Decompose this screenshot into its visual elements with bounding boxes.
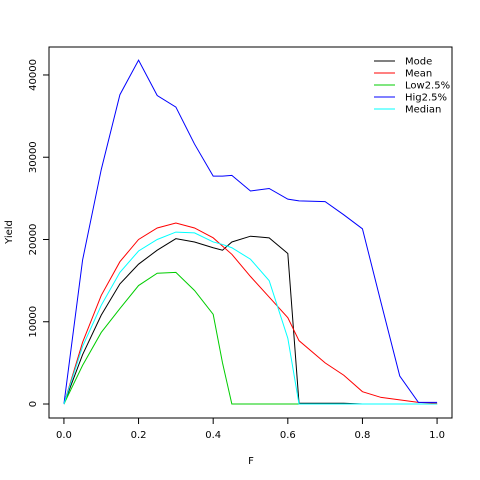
legend-label-4: Median <box>405 105 441 116</box>
x-axis: 0.0 0.2 0.4 0.6 0.8 1.0 <box>56 418 445 441</box>
y-axis-label: Yield <box>4 220 15 245</box>
plot-frame <box>48 46 453 419</box>
x-tick-label: 0.2 <box>131 430 147 441</box>
series-line-3 <box>63 59 438 405</box>
legend-label-1: Mean <box>405 69 432 80</box>
series-line-4 <box>63 231 438 405</box>
y-tick-label: 20000 <box>28 224 39 256</box>
x-tick-label: 0.4 <box>205 430 221 441</box>
y-tick-label: 10000 <box>28 306 39 338</box>
series-line-1 <box>63 222 438 405</box>
x-tick-label: 0.0 <box>56 430 72 441</box>
y-tick-label: 30000 <box>28 141 39 173</box>
y-axis: 0 10000 20000 30000 40000 <box>28 59 49 407</box>
y-tick-label: 40000 <box>28 59 39 91</box>
x-tick-label: 0.8 <box>354 430 370 441</box>
x-tick-label: 1.0 <box>429 430 445 441</box>
series-layer <box>63 59 438 405</box>
legend-label-2: Low2.5% <box>405 81 450 92</box>
x-tick-label: 0.6 <box>280 430 296 441</box>
x-axis-label: F <box>248 456 254 467</box>
y-tick-label: 0 <box>28 401 39 407</box>
legend-label-3: Hig2.5% <box>405 93 447 104</box>
legend-label-0: Mode <box>405 57 432 68</box>
